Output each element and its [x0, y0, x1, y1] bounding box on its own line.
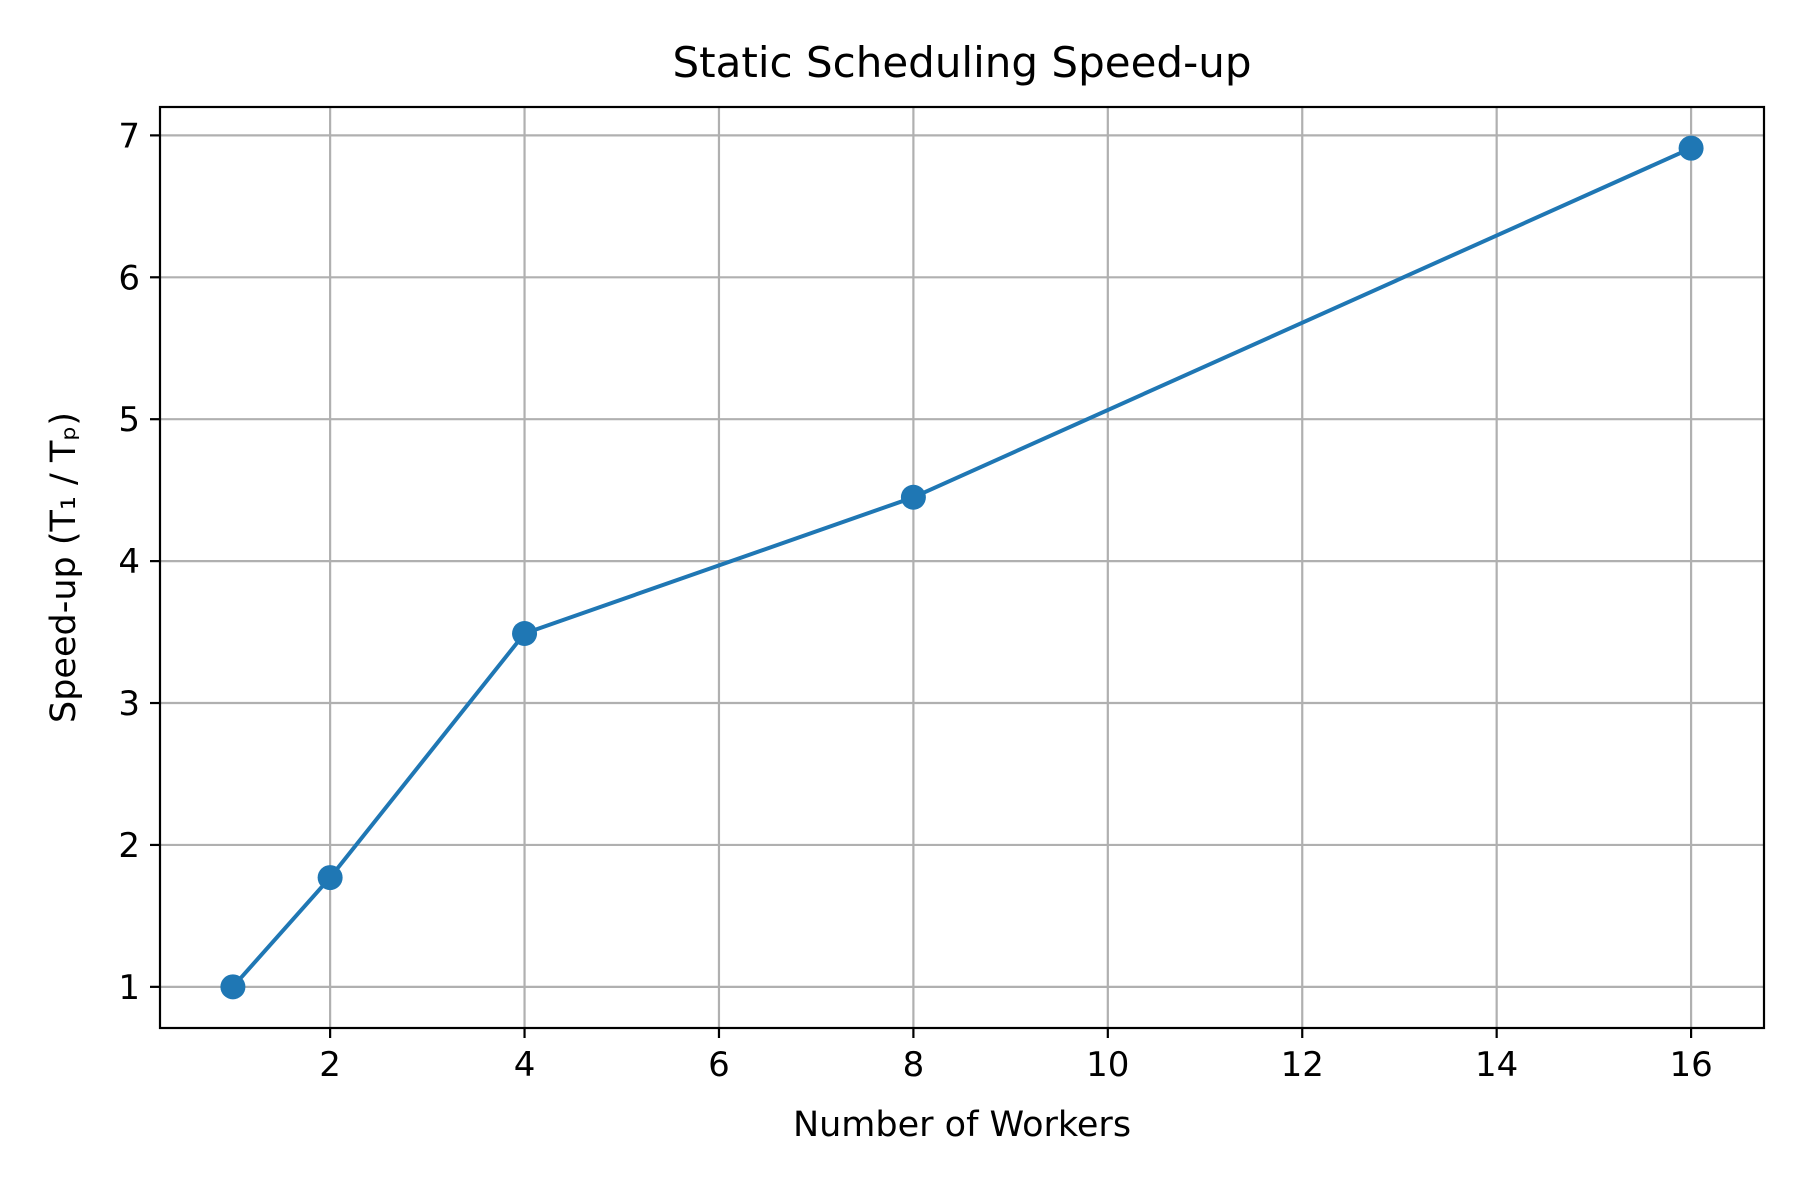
data-point: [900, 484, 926, 510]
y-tick-label: 5: [118, 400, 140, 440]
data-point: [1678, 135, 1704, 161]
y-tick-label: 2: [118, 826, 140, 866]
x-tick-label: 12: [1281, 1045, 1324, 1085]
x-tick-label: 4: [514, 1045, 536, 1085]
y-tick-label: 1: [118, 968, 140, 1008]
y-tick-label: 6: [118, 258, 140, 298]
series-line: [231, 146, 1692, 989]
data-point: [220, 974, 246, 1000]
data-series: [220, 135, 1704, 1000]
plot-frame: [158, 105, 1766, 1030]
x-tick-label: 14: [1475, 1045, 1518, 1085]
data-point: [317, 865, 343, 891]
x-tick-label: 10: [1086, 1045, 1129, 1085]
grid-lines: [160, 107, 1764, 1028]
x-tick-label: 16: [1669, 1045, 1712, 1085]
x-tick-label: 2: [319, 1045, 341, 1085]
x-axis-label: Number of Workers: [793, 1105, 1131, 1145]
x-tick-label: 8: [903, 1045, 925, 1085]
y-tick-label: 4: [118, 542, 140, 582]
chart-title: Static Scheduling Speed-up: [673, 38, 1252, 87]
y-tick-label: 3: [118, 684, 140, 724]
x-tick-label: 6: [708, 1045, 730, 1085]
y-tick-label: 7: [118, 116, 140, 156]
y-axis-label: Speed-up (T₁ / Tₚ): [44, 412, 84, 723]
data-point: [512, 620, 538, 646]
